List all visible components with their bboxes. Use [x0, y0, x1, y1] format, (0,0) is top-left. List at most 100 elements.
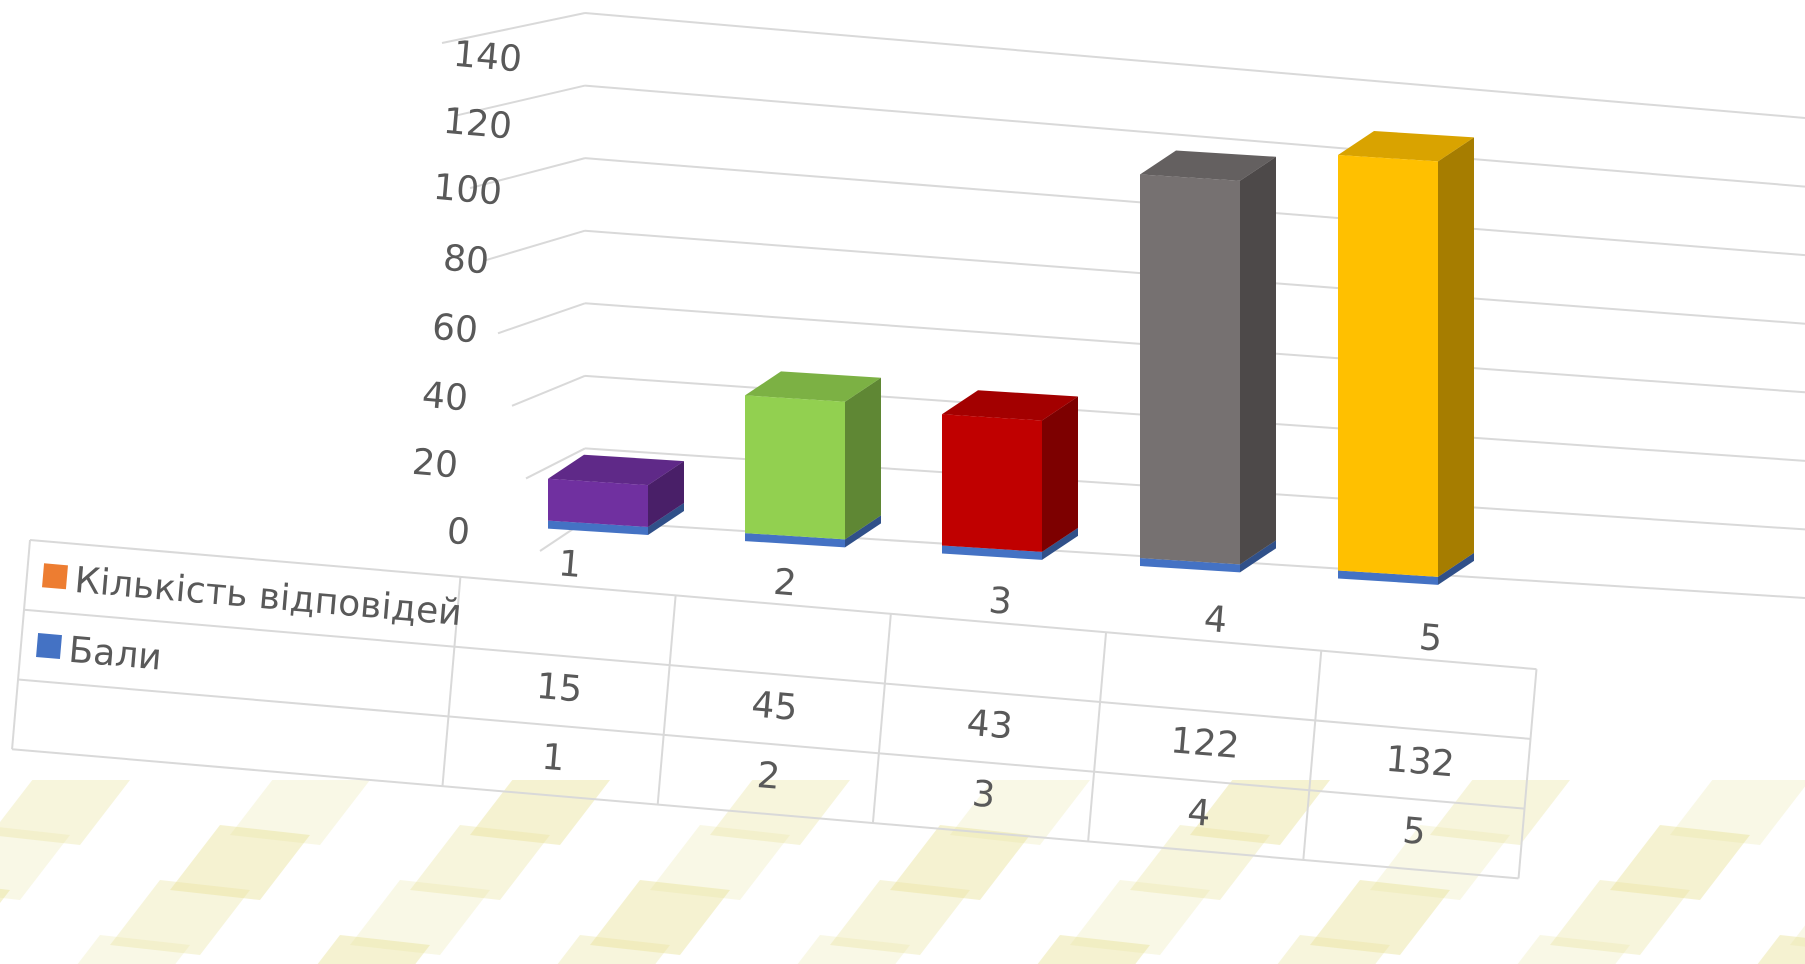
checker-tile — [1370, 825, 1510, 900]
checker-tile — [1130, 825, 1270, 900]
bar-base-score-side — [1042, 527, 1078, 560]
table-line — [441, 576, 462, 787]
checker-tile — [1310, 880, 1450, 955]
checker-tile — [710, 780, 850, 845]
checker-tile — [0, 780, 130, 845]
y-tick-label: 20 — [410, 442, 459, 487]
bar-base-score — [1140, 558, 1240, 573]
bar-side-face — [1438, 137, 1474, 577]
bar-top-face — [1338, 131, 1474, 162]
bar-base-score-side — [1438, 552, 1474, 585]
bar-1 — [548, 454, 684, 535]
checker-tile — [590, 880, 730, 955]
checker-tile — [1070, 880, 1210, 955]
bar-2 — [745, 371, 881, 548]
bar-4 — [1140, 150, 1276, 573]
table-category-label: 1 — [557, 543, 583, 586]
y-tick-label: 140 — [452, 34, 524, 81]
table-value: 4 — [1186, 792, 1212, 835]
bar-front-face — [745, 395, 845, 540]
y-tick-label: 120 — [442, 101, 514, 148]
bar-side-face — [845, 377, 881, 540]
bar-3 — [942, 390, 1078, 560]
gridline-side — [511, 374, 586, 407]
checker-tile — [470, 780, 610, 845]
bar-side-face — [1042, 396, 1078, 552]
bar-base-score-side — [1240, 540, 1276, 573]
checker-tile — [410, 825, 550, 900]
bar-side-face — [1240, 156, 1276, 565]
bar-base-score — [1338, 570, 1438, 585]
table-line — [29, 539, 461, 578]
checker-tile — [1037, 935, 1150, 964]
table-line — [460, 575, 1537, 671]
bar-front-face — [942, 414, 1042, 552]
gridline-side — [469, 157, 586, 190]
bar-front-face — [1338, 155, 1438, 577]
table-value: 43 — [965, 703, 1014, 748]
gridline-side — [441, 12, 586, 44]
table-value: 1 — [540, 737, 566, 780]
checker-tile — [830, 880, 970, 955]
table-value: 3 — [971, 773, 997, 816]
table-value: 45 — [750, 684, 799, 729]
table-value: 5 — [1401, 810, 1427, 853]
table-category-label: 3 — [987, 580, 1013, 623]
checker-tile — [317, 935, 430, 964]
gridline-side — [525, 447, 586, 480]
bar-base-score — [745, 533, 845, 548]
gridline — [584, 84, 1805, 188]
gridline-side — [497, 302, 586, 335]
bar-top-face — [942, 390, 1078, 421]
table-value: 2 — [755, 755, 781, 798]
bar-base-score-side — [648, 502, 684, 535]
decorative-checker-background — [0, 780, 1805, 964]
bar-base-score — [942, 545, 1042, 560]
table-line — [11, 748, 1519, 880]
table-line — [656, 595, 677, 805]
bars — [548, 131, 1474, 585]
legend-key-count — [42, 563, 68, 590]
checker-tile — [650, 825, 790, 900]
y-tick-label: 60 — [430, 307, 479, 352]
gridline-side — [455, 84, 586, 117]
y-tick-label: 40 — [420, 375, 469, 420]
checker-tile — [557, 935, 670, 964]
y-tick-label: 80 — [441, 238, 490, 283]
table-line — [1517, 669, 1538, 879]
table-line — [1087, 632, 1108, 842]
checker-tile — [1430, 780, 1570, 845]
checker-tile — [1190, 780, 1330, 845]
checker-tile — [890, 825, 1030, 900]
bar-front-face — [1140, 174, 1240, 565]
checker-tile — [797, 935, 910, 964]
y-tick-label: 100 — [432, 167, 504, 214]
bar-base-score-side — [845, 515, 881, 548]
checker-tile — [1550, 880, 1690, 955]
table-value: 122 — [1169, 720, 1241, 767]
table-category-label: 5 — [1418, 617, 1444, 660]
table-line — [871, 613, 892, 824]
series-name-label: Бали — [67, 630, 163, 679]
table-value: 132 — [1384, 739, 1456, 786]
table-line — [17, 678, 1525, 810]
table-line — [23, 608, 1531, 740]
checker-tile — [110, 880, 250, 955]
checker-tile — [350, 880, 490, 955]
gridline — [584, 12, 1805, 119]
table-category-label: 2 — [772, 562, 798, 605]
checker-tile — [170, 825, 310, 900]
legend-key-score — [36, 633, 62, 659]
checker-tile — [230, 780, 370, 845]
table-line — [1302, 650, 1323, 861]
checker-tile — [1670, 780, 1805, 845]
checker-tile — [950, 780, 1090, 845]
checker-tile — [1610, 825, 1750, 900]
table-line — [11, 539, 31, 750]
table-category-label: 4 — [1202, 599, 1228, 642]
bar-front-face — [548, 478, 648, 527]
y-tick-label: 0 — [445, 511, 471, 554]
bar-top-face — [745, 371, 881, 402]
